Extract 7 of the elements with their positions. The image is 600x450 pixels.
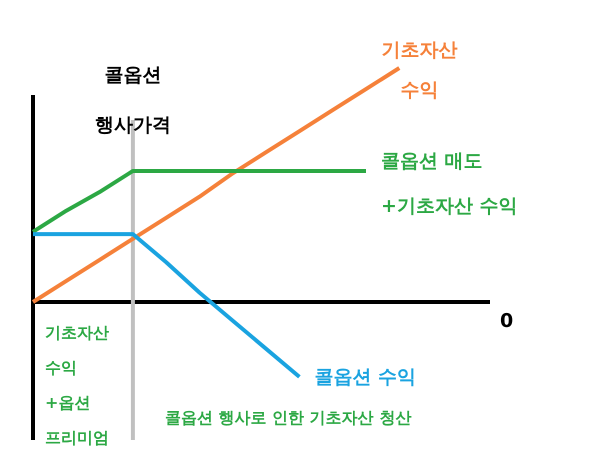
text: 콜옵션 매도 +기초자산 수익 — [381, 150, 518, 217]
series-label: 기초자산 수익 — [381, 39, 458, 101]
annotation: 기초자산 수익 +옵션 프리미엄 — [45, 323, 109, 447]
series-label: 콜옵션 수익 — [314, 366, 416, 388]
text: 콜옵션 행사가격 — [94, 64, 171, 136]
text: 콜옵션 행사로 인한 기초자산 청산 — [165, 408, 412, 427]
text: 0 — [500, 310, 514, 332]
